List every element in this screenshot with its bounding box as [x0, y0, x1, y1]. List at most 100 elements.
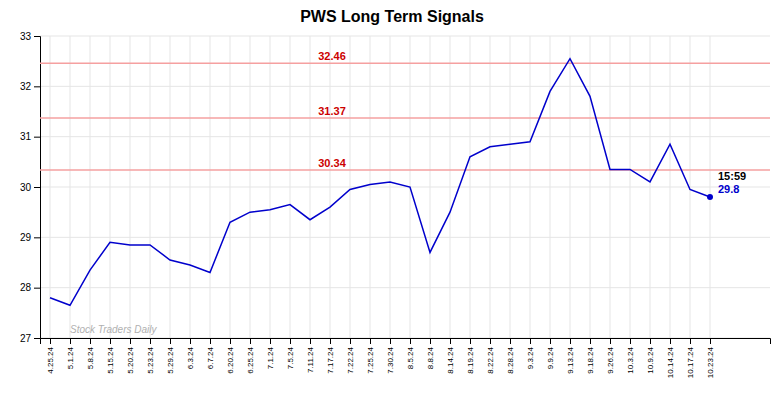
- tick-label: 7.1.24: [266, 346, 275, 369]
- tick-mark: [150, 338, 151, 344]
- grid-line: [390, 36, 391, 338]
- tick-mark: [490, 338, 491, 344]
- tick: 5.29.24: [166, 338, 175, 374]
- tick-label: 7.22.24: [346, 346, 355, 373]
- tick-mark: [70, 338, 71, 344]
- grid-line: [330, 36, 331, 338]
- tick-mark: [530, 338, 531, 344]
- tick-label: 8.22.24: [486, 346, 495, 373]
- tick-mark: [34, 288, 40, 289]
- tick-mark: [34, 86, 40, 87]
- tick: 10.9.24: [646, 338, 655, 374]
- grid-line: [230, 36, 231, 338]
- tick-mark: [350, 338, 351, 344]
- grid-line: [210, 36, 211, 338]
- tick: 6.7.24: [206, 338, 215, 369]
- tick-label: 10.23.24: [706, 346, 715, 378]
- grid-line: [650, 36, 651, 338]
- tick-mark: [34, 187, 40, 188]
- tick-mark: [450, 338, 451, 344]
- watermark: Stock Traders Daily: [70, 324, 158, 335]
- annotations: 32.4631.3730.34Stock Traders Daily15:592…: [70, 50, 746, 335]
- grid-line: [630, 36, 631, 338]
- grid-line: [350, 36, 351, 338]
- tick: 29: [20, 232, 40, 243]
- tick-mark: [34, 338, 40, 339]
- tick-label: 33: [20, 31, 32, 42]
- tick: 7.30.24: [386, 338, 395, 374]
- tick-mark: [390, 338, 391, 344]
- tick-mark: [670, 338, 671, 344]
- tick-label: 10.9.24: [646, 346, 655, 373]
- tick: 9.18.24: [586, 338, 595, 374]
- signal-label: 30.34: [318, 157, 346, 169]
- tick: 9.3.24: [526, 338, 535, 369]
- axis-line: [41, 339, 771, 345]
- tick: 10.3.24: [626, 338, 635, 374]
- grid-line: [530, 36, 531, 338]
- y-axis: 27282930313233: [20, 31, 41, 344]
- tick-label: 9.3.24: [526, 346, 535, 369]
- tick-label: 5.23.24: [146, 346, 155, 373]
- last-annotation: 29.8: [718, 183, 739, 195]
- tick-mark: [430, 338, 431, 344]
- tick-label: 7.17.24: [326, 346, 335, 373]
- tick-label: 31: [20, 131, 32, 142]
- grid-line: [70, 36, 71, 338]
- tick-label: 9.9.24: [546, 346, 555, 369]
- grid-line: [50, 36, 51, 338]
- tick: 5.15.24: [106, 338, 115, 374]
- tick-label: 10.3.24: [626, 346, 635, 373]
- tick-label: 9.18.24: [586, 346, 595, 373]
- signal-line: [40, 62, 770, 64]
- tick-label: 7.30.24: [386, 346, 395, 373]
- last-point: [707, 194, 713, 200]
- tick: 10.23.24: [706, 338, 715, 378]
- tick: 7.22.24: [346, 338, 355, 374]
- grid-line: [370, 36, 371, 338]
- tick: 31: [20, 131, 40, 142]
- tick-label: 29: [20, 232, 32, 243]
- tick-label: 6.25.24: [246, 346, 255, 373]
- tick-label: 7.5.24: [286, 346, 295, 369]
- tick: 8.14.24: [446, 338, 455, 374]
- tick-label: 28: [20, 282, 32, 293]
- tick: 5.1.24: [66, 338, 75, 369]
- tick-label: 6.7.24: [206, 346, 215, 369]
- tick: 10.14.24: [666, 338, 675, 378]
- tick: 9.26.24: [606, 338, 615, 374]
- tick-mark: [190, 338, 191, 344]
- tick: 6.25.24: [246, 338, 255, 374]
- tick-mark: [330, 338, 331, 344]
- grid-line: [490, 36, 491, 338]
- grid-line: [150, 36, 151, 338]
- tick: 10.17.24: [686, 338, 695, 378]
- tick: 7.1.24: [266, 338, 275, 369]
- tick-label: 4.25.24: [46, 346, 55, 373]
- tick: 8.22.24: [486, 338, 495, 374]
- tick-mark: [710, 338, 711, 344]
- tick: 6.20.24: [226, 338, 235, 374]
- tick-mark: [310, 338, 311, 344]
- grid-line: [670, 36, 671, 338]
- grid-line: [110, 36, 111, 338]
- grid-line: [290, 36, 291, 338]
- tick: 32: [20, 81, 40, 92]
- line: [50, 59, 710, 306]
- grid-line: [270, 36, 271, 338]
- grid-line: [190, 36, 191, 338]
- grid-line: [550, 36, 551, 338]
- tick-label: 8.14.24: [446, 346, 455, 373]
- chart: PWS Long Term Signals272829303132334.25.…: [0, 0, 784, 398]
- grid-line: [90, 36, 91, 338]
- tick: 8.8.24: [426, 338, 435, 369]
- tick-mark: [250, 338, 251, 344]
- signal-label: 32.46: [318, 50, 346, 62]
- grid-line: [610, 36, 611, 338]
- grid-line: [310, 36, 311, 338]
- signal-line: [40, 169, 770, 171]
- tick-label: 7.25.24: [366, 346, 375, 373]
- tick-label: 5.15.24: [106, 346, 115, 373]
- tick-mark: [410, 338, 411, 344]
- tick-label: 32: [20, 81, 32, 92]
